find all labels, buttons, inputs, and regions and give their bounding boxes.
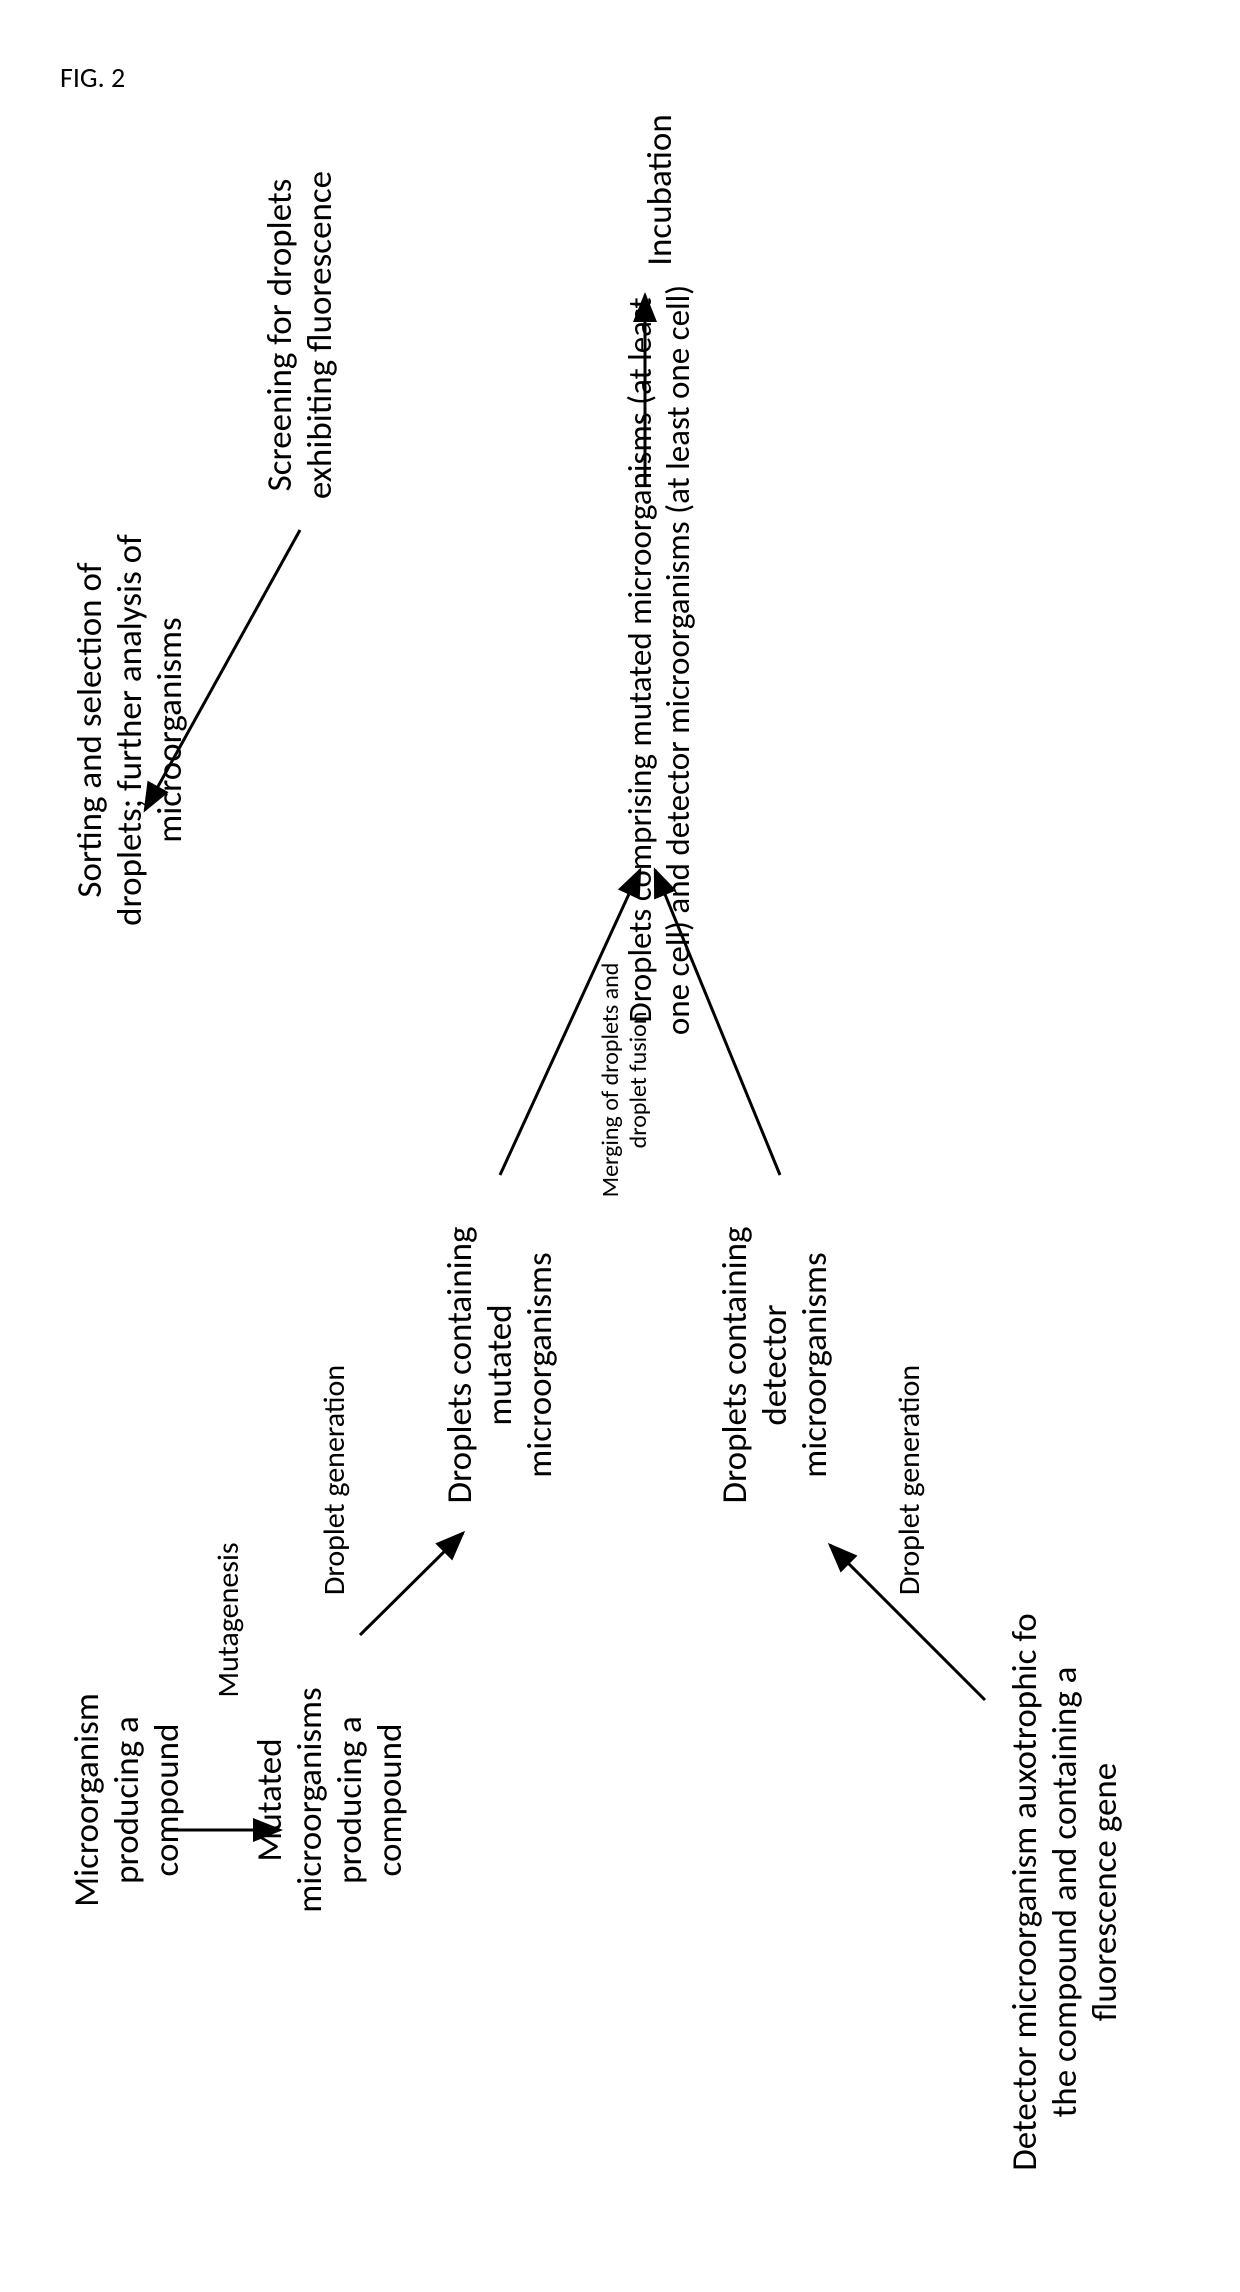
edge-label-droplet-gen-left: Droplet generation <box>245 1330 425 1630</box>
node-screening: Screening for droplets exhibiting fluore… <box>140 125 460 545</box>
edge-label-merging: Merging of droplets and droplet fusion <box>525 920 725 1240</box>
edge-label-droplet-gen-right: Droplet generation <box>820 1330 1000 1630</box>
diagram-stage: FIG. 2 Microorganism producing a compoun… <box>0 0 1240 2059</box>
edge-label-incubation: Incubation <box>590 90 730 290</box>
node-sorting: Sorting and selection of droplets; furth… <box>0 490 315 970</box>
